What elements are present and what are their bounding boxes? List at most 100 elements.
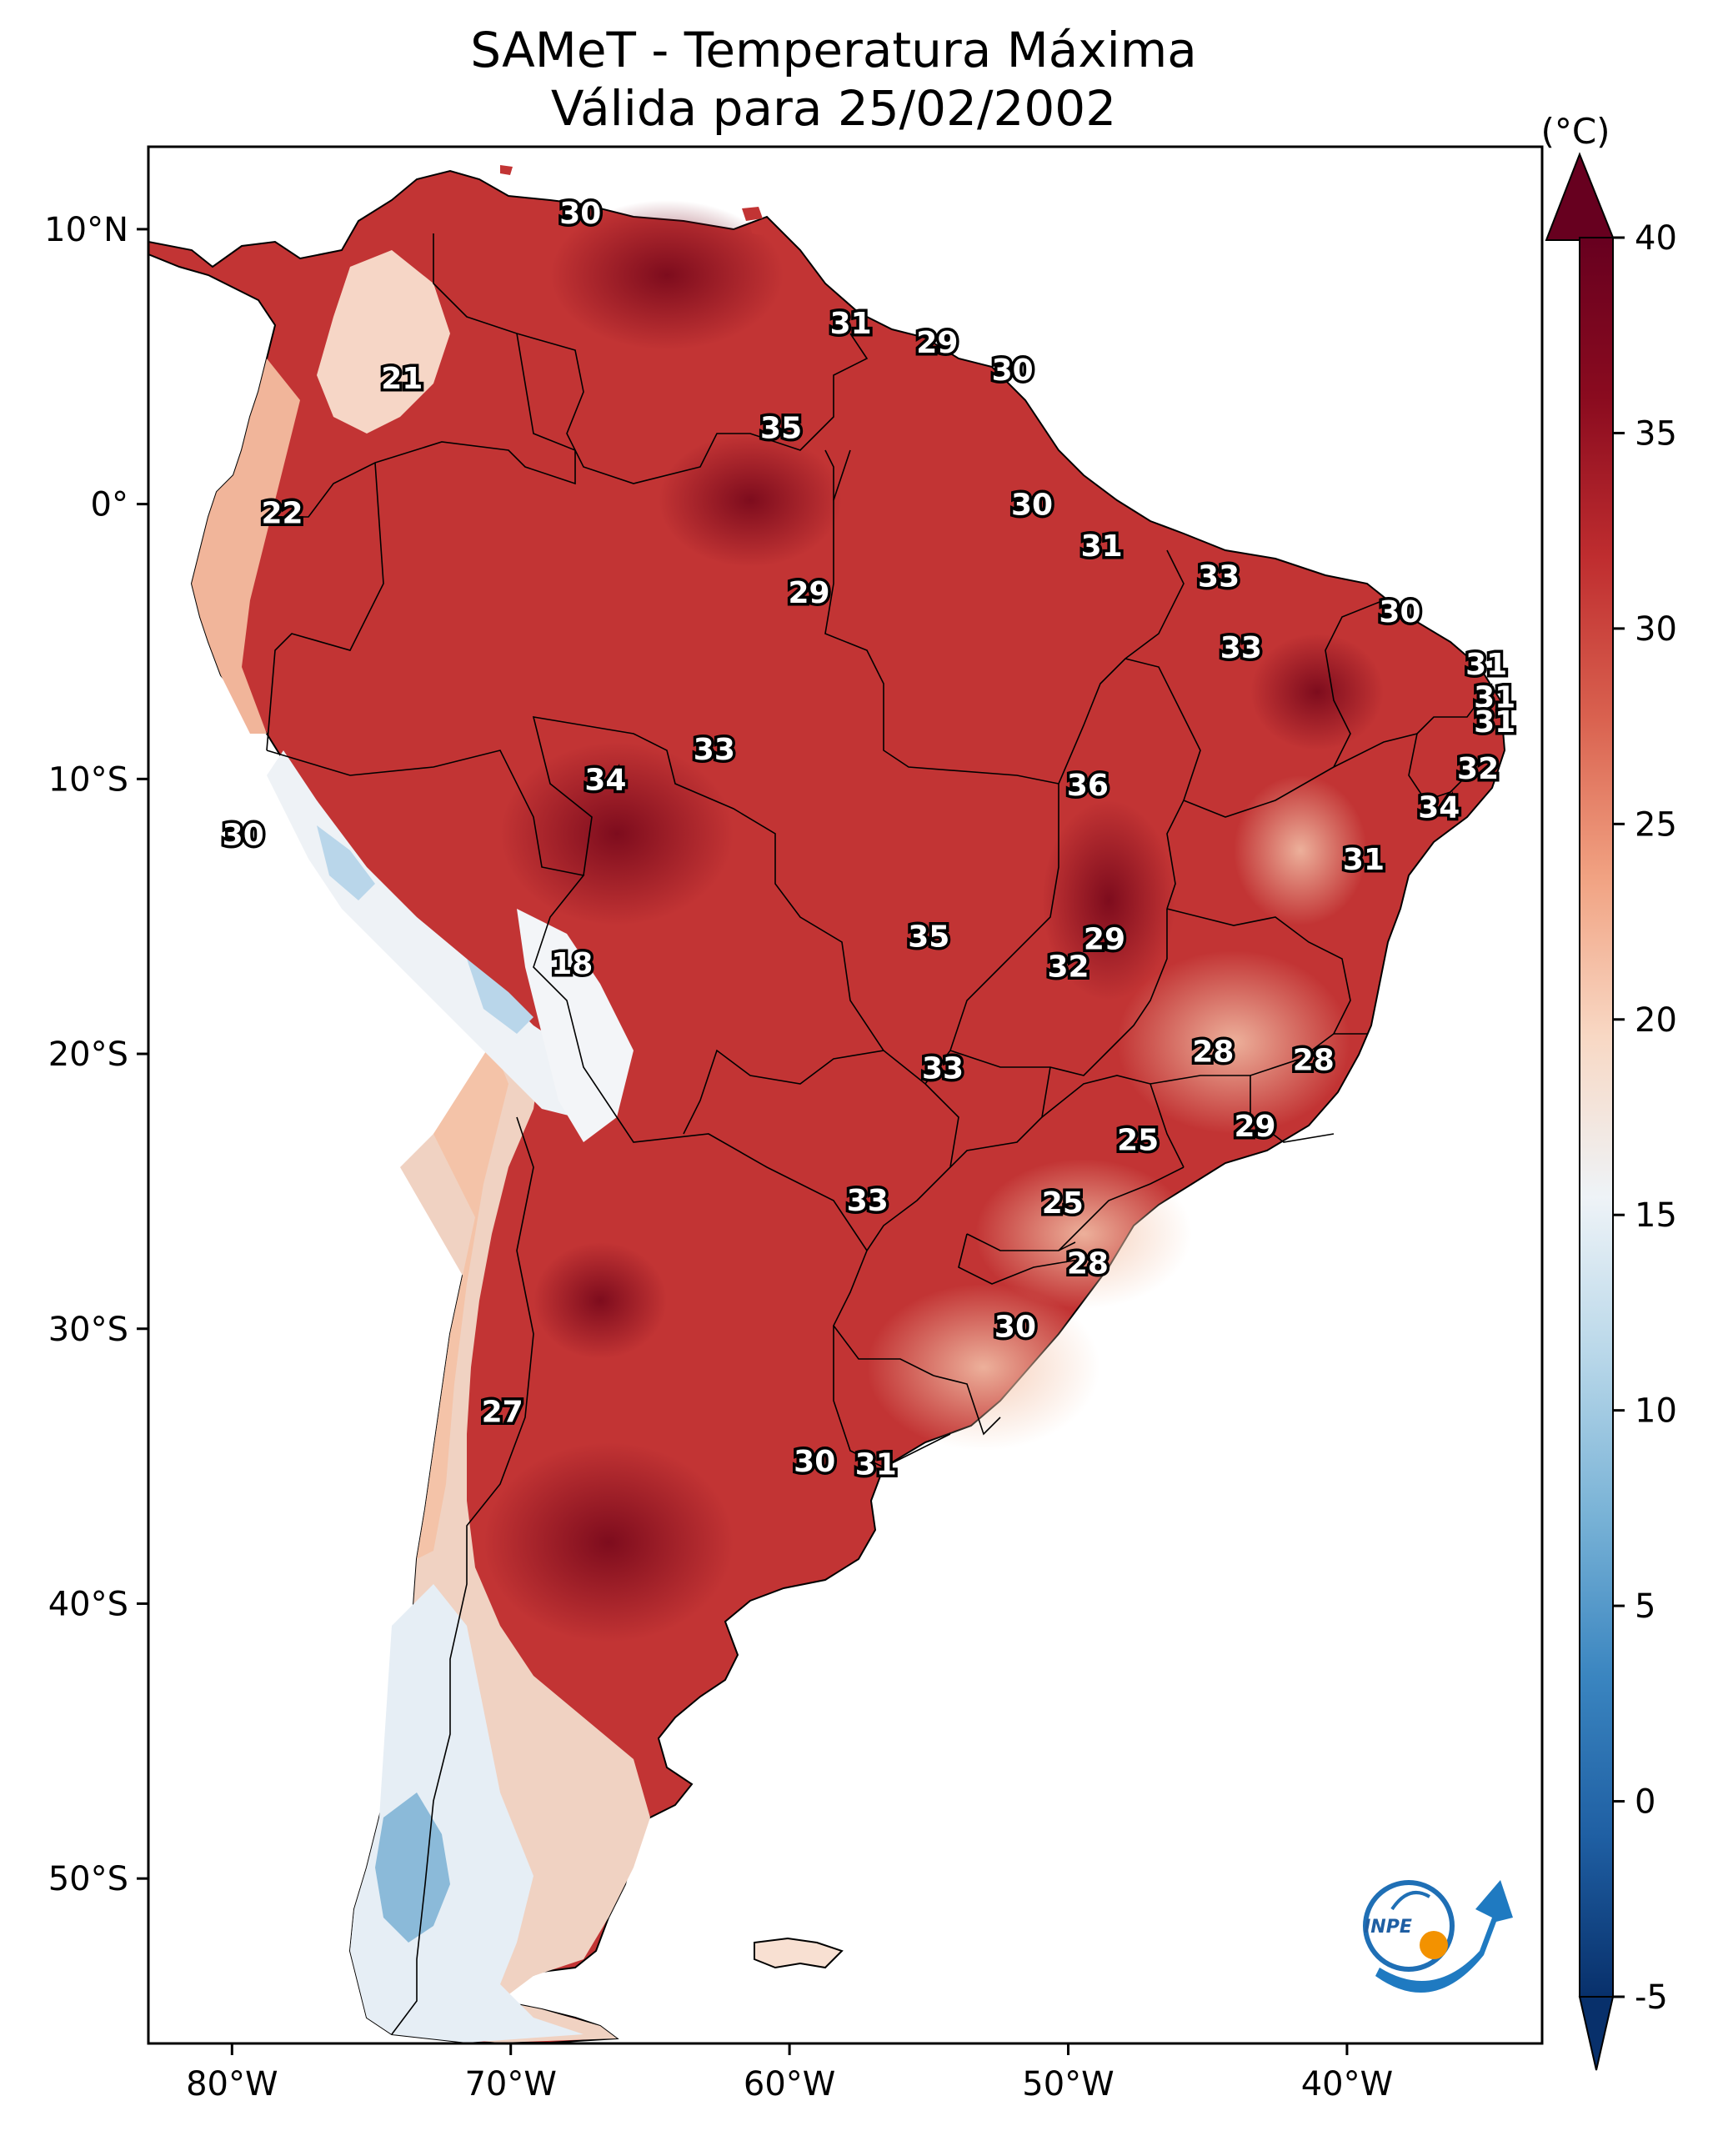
patagonia-ice-blue xyxy=(375,1792,450,1943)
contour-label: 28 xyxy=(1293,1044,1335,1078)
andes-cool-band-central xyxy=(267,750,584,1117)
colorbar-top-extend xyxy=(1545,152,1614,241)
contour-label: 31 xyxy=(830,307,872,341)
inpe-logo-arrow xyxy=(1375,1880,1513,1993)
contour-label: 33 xyxy=(1198,559,1240,594)
lat-tick-label: 30°S xyxy=(48,1311,128,1349)
country-borders xyxy=(266,233,1493,2035)
contour-label: 29 xyxy=(916,326,958,360)
contour-label: 29 xyxy=(1235,1110,1276,1144)
colorbar-tick-label: -5 xyxy=(1635,1978,1668,2017)
heat-spot-tocantins xyxy=(1042,800,1175,1000)
colorbar-gradient xyxy=(1580,238,1613,1997)
contour-label: 31 xyxy=(1465,648,1507,682)
contour-label: 35 xyxy=(760,411,802,445)
lon-tick-label: 60°W xyxy=(744,2065,835,2103)
inpe-logo-swirl xyxy=(1390,1891,1431,1911)
contour-label: 21 xyxy=(381,362,423,396)
cool-region-rio-grande xyxy=(867,1284,1100,1451)
contour-label: 25 xyxy=(1117,1123,1159,1157)
colorbar-tick-label: 10 xyxy=(1635,1392,1677,1431)
contour-label: 31 xyxy=(1474,705,1515,740)
lat-tick-label: 20°S xyxy=(48,1035,128,1074)
contour-label: 22 xyxy=(261,497,303,531)
contour-label: 30 xyxy=(992,353,1034,388)
lat-tick-label: 0° xyxy=(91,486,128,524)
contour-label: 18 xyxy=(551,947,593,981)
colorbar-tick-label: 35 xyxy=(1635,414,1677,453)
contour-label: 31 xyxy=(1474,680,1515,714)
contour-label: 29 xyxy=(1084,923,1125,957)
contour-label: 32 xyxy=(1047,950,1089,985)
map-frame xyxy=(147,145,1544,2045)
contour-label: 29 xyxy=(788,576,829,610)
latitude-ticks: 10°N 0° 10°S 20°S 30°S 40°S 50°S xyxy=(44,211,148,1898)
colorbar-tick-label: 30 xyxy=(1635,610,1677,649)
contour-label: 30 xyxy=(559,197,601,231)
chile-coast-cool xyxy=(417,1042,508,1559)
title-line-1: SAMeT - Temperatura Máxima xyxy=(470,22,1197,78)
lon-tick-label: 40°W xyxy=(1301,2065,1393,2103)
heat-spot-roraima xyxy=(659,434,842,567)
colorbar-outline xyxy=(1579,237,1614,1998)
cool-region-minas xyxy=(1117,950,1350,1134)
contour-label: 30 xyxy=(1011,489,1053,523)
contour-label: 31 xyxy=(1343,843,1385,877)
contour-label: 31 xyxy=(855,1447,897,1482)
lon-tick-label: 50°W xyxy=(1022,2065,1114,2103)
lat-tick-label: 50°S xyxy=(48,1860,128,1898)
cool-region-bahia xyxy=(1234,775,1367,925)
altiplano-cool xyxy=(517,909,634,1142)
colorbar-tick-label: 15 xyxy=(1635,1196,1677,1235)
colorbar-tick-label: 25 xyxy=(1635,805,1677,844)
contour-label: 35 xyxy=(908,920,949,954)
colorbar: (°C) -5 0 5 10 15 20 25 30 35 40 xyxy=(1540,111,1677,2071)
lon-tick-label: 70°W xyxy=(464,2065,556,2103)
contour-label: 27 xyxy=(482,1396,523,1430)
contour-label: 30 xyxy=(1379,595,1420,629)
heat-spot-venezuela xyxy=(550,200,784,350)
colorbar-bottom-extend xyxy=(1578,1996,1615,2071)
cool-region-sao-paulo xyxy=(975,1159,1192,1309)
andes-blue-patches xyxy=(317,825,533,1034)
contour-label: 34 xyxy=(1418,790,1460,825)
contour-label: 33 xyxy=(847,1184,889,1218)
contour-label: 33 xyxy=(1220,631,1262,665)
inpe-logo-ring xyxy=(1363,1880,1455,1972)
lat-tick-label: 10°N xyxy=(44,211,128,249)
falkland-islands xyxy=(754,1937,844,1969)
inpe-logo-dot xyxy=(1420,1931,1448,1959)
longitude-ticks: 80°W 70°W 60°W 50°W 40°W xyxy=(186,2043,1393,2103)
heat-spot-piaui xyxy=(1250,634,1384,750)
contour-label: 33 xyxy=(922,1052,964,1086)
contour-label: 25 xyxy=(1042,1186,1084,1221)
colorbar-tick-label: 5 xyxy=(1635,1587,1655,1626)
contour-label: 34 xyxy=(584,763,626,797)
title-line-2: Válida para 25/02/2002 xyxy=(551,80,1116,137)
colombia-andes-cool xyxy=(317,250,450,434)
contour-label: 33 xyxy=(694,733,735,767)
contour-label: 30 xyxy=(794,1445,835,1479)
lat-tick-label: 40°S xyxy=(48,1585,128,1623)
contour-label: 28 xyxy=(1067,1247,1109,1281)
contour-label: 30 xyxy=(223,818,264,852)
contour-label: 32 xyxy=(1457,752,1499,786)
heat-spot-bolivia xyxy=(500,742,734,925)
lon-tick-label: 80°W xyxy=(186,2065,278,2103)
contour-label: 30 xyxy=(994,1310,1036,1344)
heat-spot-pampas xyxy=(483,1442,734,1642)
inpe-logo: INPE xyxy=(1363,1880,1513,1993)
contour-label: 28 xyxy=(1192,1035,1234,1070)
colorbar-tick-label: 0 xyxy=(1635,1783,1655,1822)
lat-tick-label: 10°S xyxy=(48,760,128,799)
inpe-logo-text: INPE xyxy=(1364,1917,1412,1938)
contour-label: 36 xyxy=(1067,769,1109,803)
heat-spot-chaco xyxy=(533,1242,667,1359)
andes-warm-edges xyxy=(192,358,300,734)
colorbar-unit: (°C) xyxy=(1540,111,1610,152)
map-area xyxy=(148,165,1506,2043)
colorbar-ticks: -5 0 5 10 15 20 25 30 35 40 xyxy=(1613,219,1677,2017)
colorbar-tick-label: 40 xyxy=(1635,219,1677,258)
